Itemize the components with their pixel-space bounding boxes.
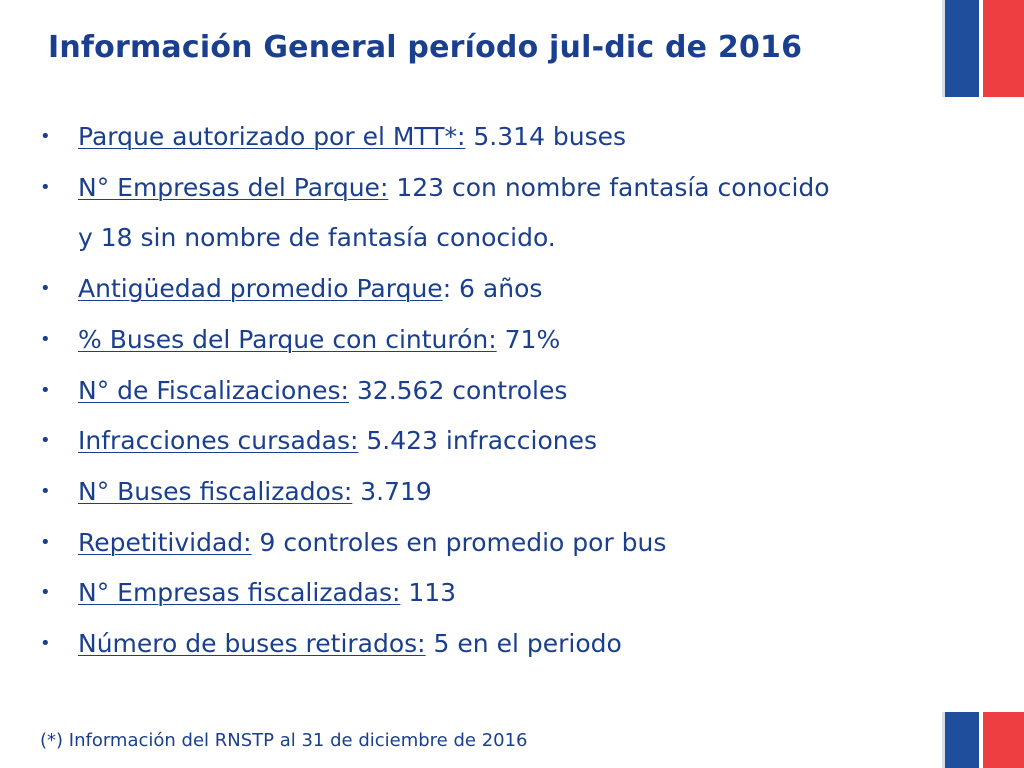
item-label: Infracciones cursadas: <box>78 426 359 456</box>
item-label: % Buses del Parque con cinturón: <box>78 324 497 354</box>
item-value: 5.423 infracciones <box>358 426 598 456</box>
item-label: Antigüedad promedio Parque <box>78 274 443 304</box>
item-label: N° Empresas fiscalizadas: <box>78 578 401 608</box>
item-label: Parque autorizado por el MTT*: <box>78 122 466 151</box>
item-label: N° Buses fiscalizados: <box>78 476 353 506</box>
flag-bar-bottom <box>942 712 1024 768</box>
item-value: 113 <box>400 578 457 608</box>
flag-blue-stripe <box>942 712 979 768</box>
bullet-icon: • <box>40 126 51 147</box>
item-value: 32.562 controles <box>348 375 568 405</box>
item-label: N° de Fiscalizaciones: <box>78 375 349 405</box>
item-value: 9 controles en promedio por bus <box>251 527 667 557</box>
flag-blue-stripe <box>942 0 979 97</box>
item-label: Repetitividad: <box>78 527 252 557</box>
flag-red-stripe <box>983 0 1024 97</box>
item-label: Número de buses retirados: <box>78 629 426 659</box>
list-item: • Antigüedad promedio Parque: 6 años <box>40 264 970 315</box>
bullet-icon: • <box>40 582 51 604</box>
list-item: • % Buses del Parque con cinturón: 71% <box>40 315 970 366</box>
bullet-icon: • <box>40 278 51 300</box>
item-label: N° Empresas del Parque: <box>78 172 389 202</box>
bullet-icon: • <box>40 633 51 655</box>
list-item: • Número de buses retirados: 5 en el per… <box>40 619 970 670</box>
bullet-icon: • <box>40 430 51 452</box>
item-value: 5.314 buses <box>465 122 627 151</box>
list-item: • Infracciones cursadas: 5.423 infraccio… <box>40 416 970 467</box>
flag-bar-top <box>942 0 1024 97</box>
item-value: 123 con nombre fantasía conocido <box>388 172 830 202</box>
item-continuation: y 18 sin nombre de fantasía conocido. <box>78 223 556 253</box>
bullet-list: • Parque autorizado por el MTT*: 5.314 b… <box>40 112 970 670</box>
bullet-icon: • <box>40 531 51 553</box>
list-item: • Parque autorizado por el MTT*: 5.314 b… <box>40 112 970 163</box>
item-value: 71% <box>496 324 561 354</box>
slide-title: Información General período jul-dic de 2… <box>48 30 803 65</box>
item-value: 3.719 <box>352 476 432 506</box>
list-item: • N° de Fiscalizaciones: 32.562 controle… <box>40 366 970 417</box>
bullet-icon: • <box>40 379 51 401</box>
list-item: • N° Empresas fiscalizadas: 113 <box>40 568 970 619</box>
footnote: (*) Información del RNSTP al 31 de dicie… <box>40 730 528 751</box>
item-value: : 6 años <box>442 274 543 304</box>
list-item: • N° Empresas del Parque: 123 con nombre… <box>40 163 970 264</box>
bullet-icon: • <box>40 176 51 198</box>
bullet-icon: • <box>40 480 51 502</box>
item-value: 5 en el periodo <box>425 629 622 659</box>
flag-red-stripe <box>983 712 1024 768</box>
list-item: • Repetitividad: 9 controles en promedio… <box>40 518 970 569</box>
list-item: • N° Buses fiscalizados: 3.719 <box>40 467 970 518</box>
bullet-icon: • <box>40 328 51 350</box>
